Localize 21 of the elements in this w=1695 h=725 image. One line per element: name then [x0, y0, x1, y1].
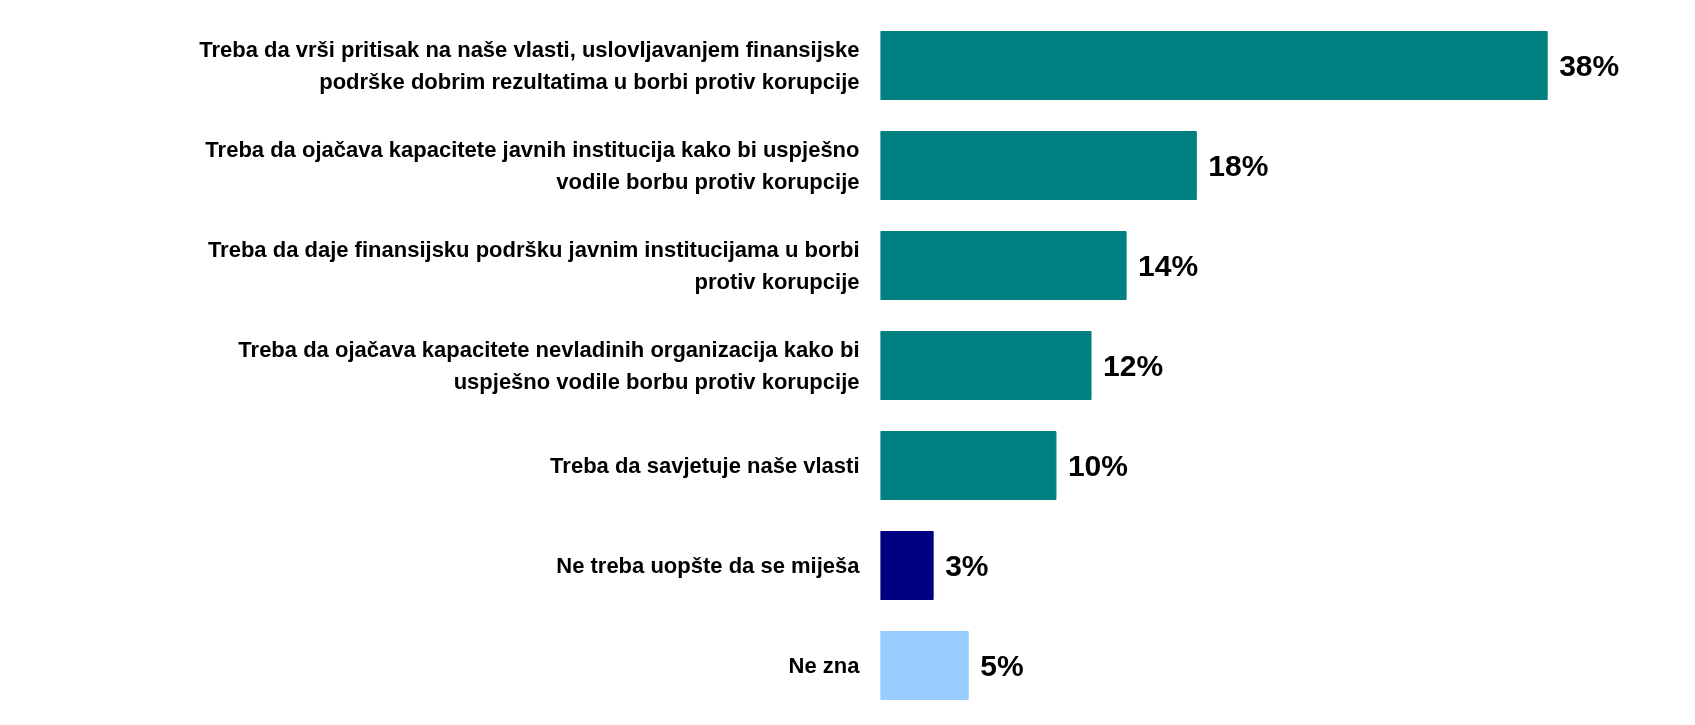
- y-tick-label: Treba da daje finansijsku podršku javnim institucijama u borbi protiv korupcije: [207, 237, 860, 294]
- data-label: 5%: [980, 649, 1024, 682]
- data-label: 3%: [945, 549, 989, 582]
- bar: [880, 631, 969, 700]
- y-tick-label: Treba da vrši pritisak na naše vlasti, uslovljavanjem finansijske podrške dobrim rezultatima u borbi protiv korupcije: [199, 37, 860, 94]
- bar: [880, 531, 934, 600]
- data-label: 14%: [1138, 249, 1199, 282]
- bar: [880, 431, 1057, 500]
- data-label: 12%: [1103, 349, 1164, 382]
- data-label: 38%: [1559, 49, 1620, 82]
- bar: [880, 31, 1548, 100]
- bar: [880, 331, 1092, 400]
- data-label: 10%: [1067, 449, 1128, 482]
- y-tick-label: Ne treba uopšte da se miješa: [556, 553, 861, 578]
- y-tick-label: Treba da ojačava kapacitete nevladinih organizacija kako bi uspješno vodile borbu protiv korupcije: [238, 337, 860, 394]
- y-tick-label: Treba da savjetuje naše vlasti: [550, 453, 860, 478]
- bar: [880, 131, 1197, 200]
- y-tick-label: Ne zna: [788, 653, 861, 678]
- data-label: 18%: [1208, 149, 1269, 182]
- y-tick-label: Treba da ojačava kapacitete javnih institucija kako bi uspješno vodile borbu protiv korupcije: [205, 137, 860, 194]
- bar: [880, 231, 1127, 300]
